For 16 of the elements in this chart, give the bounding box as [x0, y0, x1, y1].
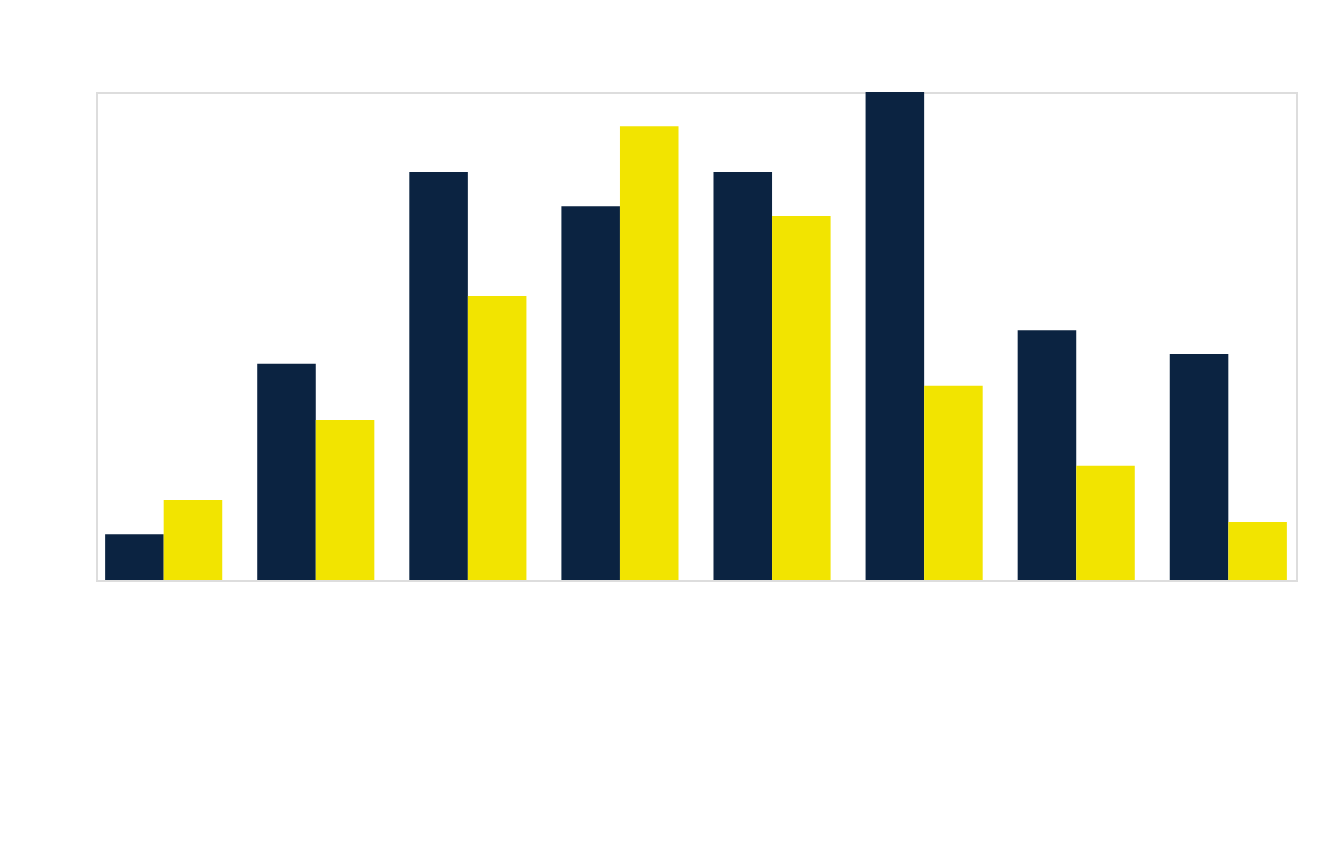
- bar: [1076, 465, 1135, 580]
- bar: [409, 172, 468, 580]
- bar: [924, 385, 983, 580]
- bar: [619, 126, 679, 580]
- bar: [713, 172, 773, 580]
- bar: [865, 92, 925, 580]
- bar: [315, 419, 375, 580]
- bar: [1017, 330, 1077, 580]
- bar: [772, 215, 831, 580]
- bar: [105, 534, 164, 580]
- bar: [257, 363, 316, 580]
- bar: [1169, 354, 1229, 580]
- bar: [1228, 521, 1287, 580]
- bar: [163, 499, 223, 580]
- bar: [467, 295, 527, 580]
- bar: [561, 206, 620, 580]
